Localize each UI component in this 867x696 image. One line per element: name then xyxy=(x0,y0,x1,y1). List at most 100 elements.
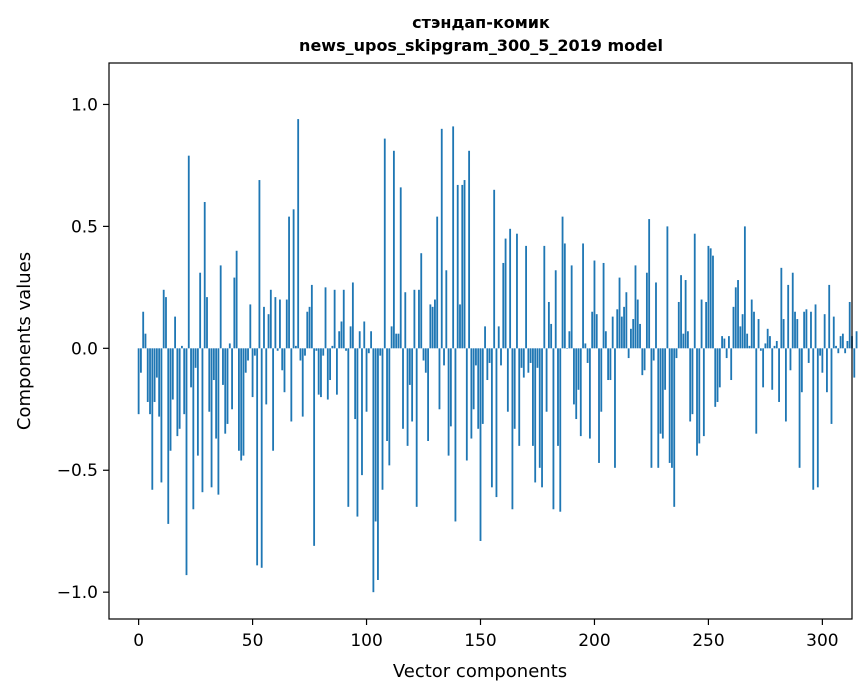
bar xyxy=(370,331,373,349)
bar xyxy=(547,301,550,349)
bar xyxy=(543,245,546,349)
bar xyxy=(468,150,471,349)
bar xyxy=(812,348,815,490)
bar xyxy=(837,348,840,354)
y-tick-label: −0.5 xyxy=(57,461,98,481)
bar xyxy=(520,348,523,368)
bar xyxy=(361,348,363,476)
bar xyxy=(554,270,557,349)
bar xyxy=(639,323,641,349)
bar xyxy=(518,348,521,446)
bar xyxy=(336,348,338,395)
bar xyxy=(791,272,794,349)
bar xyxy=(203,202,206,349)
bar xyxy=(199,272,202,349)
bar xyxy=(734,287,737,349)
bar xyxy=(691,348,694,415)
bar xyxy=(716,348,719,402)
bar xyxy=(306,311,309,349)
bar xyxy=(431,306,434,349)
bar xyxy=(427,348,429,441)
bar xyxy=(600,348,603,412)
bar xyxy=(155,348,158,378)
bar xyxy=(778,348,780,402)
x-tick-label: 300 xyxy=(806,631,838,651)
bar xyxy=(803,311,806,349)
x-tick-label: 100 xyxy=(350,631,382,651)
bar xyxy=(249,304,252,349)
bar xyxy=(374,348,377,522)
bar xyxy=(607,348,610,381)
bar xyxy=(739,326,742,349)
bar xyxy=(140,348,142,373)
bar xyxy=(741,314,744,349)
bar xyxy=(456,184,459,349)
bar xyxy=(577,348,580,390)
bar xyxy=(231,348,233,410)
bar xyxy=(276,348,279,351)
bar xyxy=(244,348,247,373)
bar xyxy=(285,299,288,349)
bar xyxy=(196,348,199,456)
bar xyxy=(479,348,482,541)
y-tick-label: 0.0 xyxy=(71,339,98,359)
bar xyxy=(495,348,498,498)
bar xyxy=(671,348,673,468)
bar xyxy=(673,348,676,507)
bar xyxy=(620,316,623,349)
bar xyxy=(354,348,357,420)
bar xyxy=(575,348,578,420)
bar xyxy=(167,348,170,524)
bar xyxy=(648,219,651,349)
bar xyxy=(841,333,844,349)
bar xyxy=(349,326,352,349)
bar xyxy=(475,348,477,366)
bar xyxy=(459,304,461,349)
bar xyxy=(839,336,842,349)
bar xyxy=(399,187,402,349)
bar xyxy=(557,348,559,446)
bar xyxy=(215,348,218,439)
bar xyxy=(411,348,414,422)
bar xyxy=(634,265,637,349)
bar xyxy=(686,331,689,349)
bar xyxy=(525,245,527,349)
bar xyxy=(769,336,771,349)
bar xyxy=(677,301,680,349)
bar xyxy=(789,348,792,371)
bar xyxy=(404,292,407,349)
x-tick-label: 50 xyxy=(242,631,264,651)
bar xyxy=(696,348,698,456)
bar xyxy=(377,348,379,580)
bar xyxy=(176,348,179,437)
bar xyxy=(178,348,181,429)
bar xyxy=(814,304,817,349)
bar xyxy=(208,348,211,412)
bar xyxy=(267,314,270,349)
bar xyxy=(643,348,646,371)
bar xyxy=(796,319,799,349)
bar xyxy=(832,316,835,349)
chart-title: стэндап-комик xyxy=(412,13,550,32)
bar xyxy=(698,348,701,444)
bar xyxy=(728,336,730,349)
y-tick-label: 0.5 xyxy=(71,217,98,237)
bar xyxy=(333,289,336,349)
bar xyxy=(290,348,293,422)
bar xyxy=(821,348,824,373)
bar xyxy=(240,348,243,461)
bar xyxy=(472,348,475,410)
bar xyxy=(611,316,614,349)
bar xyxy=(238,348,240,451)
plot-frame xyxy=(108,62,853,620)
bar xyxy=(780,267,783,349)
bar xyxy=(379,348,382,356)
bar xyxy=(320,348,322,398)
bar xyxy=(447,348,450,456)
bar xyxy=(666,226,669,349)
bar xyxy=(356,348,359,517)
bar xyxy=(536,348,539,368)
bar xyxy=(224,348,227,434)
bar xyxy=(641,348,644,376)
